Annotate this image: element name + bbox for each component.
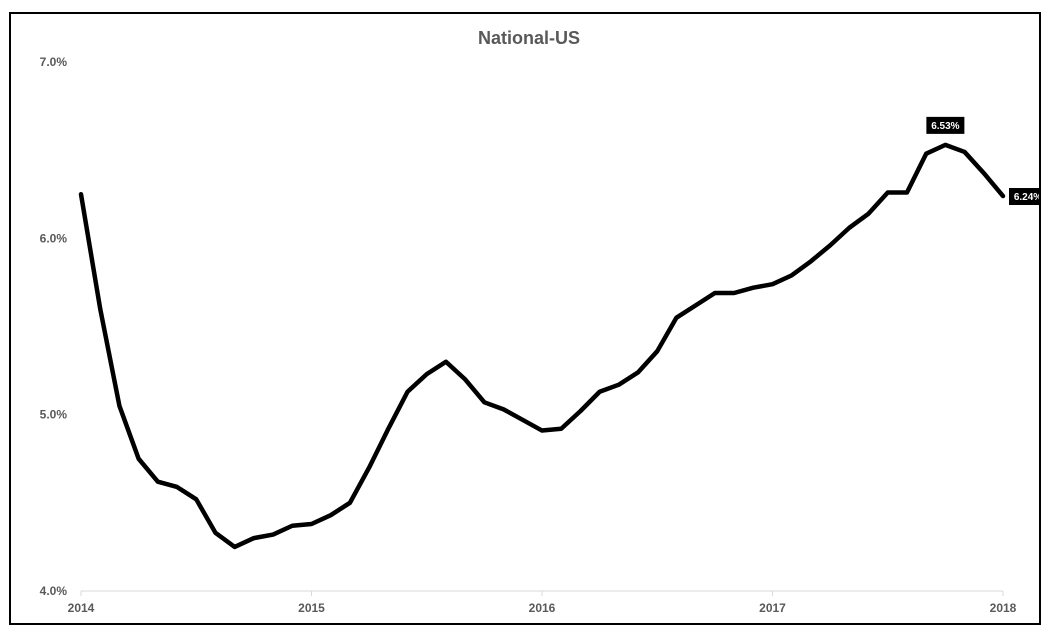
y-tick-label: 6.0% [40,231,68,245]
y-axis-ticks: 4.0% 5.0% 6.0% 7.0% [40,55,68,598]
callout-box [926,116,965,134]
x-tick-label: 2016 [529,601,556,615]
data-callouts: 6.53% 6.24% [926,116,1047,206]
y-tick-label: 5.0% [40,408,68,422]
x-axis-tick-marks [80,591,1004,596]
series-line [78,142,1006,550]
callout-box [1009,188,1047,206]
chart-title: National-US [478,28,580,48]
callout-label: 6.53% [931,121,959,132]
x-tick-label: 2018 [990,601,1017,615]
x-tick-label: 2015 [298,601,325,615]
y-tick-label: 7.0% [40,55,68,69]
x-axis-ticks: 2014 2015 2016 2017 2018 [68,601,1017,615]
callout-label: 6.24% [1014,192,1039,203]
x-tick-label: 2014 [68,601,95,615]
y-tick-label: 4.0% [40,584,68,598]
chart-frame: National-US 4.0% 5.0% 6.0% 7.0% 2014 2015 201… [9,12,1047,625]
x-tick-label: 2017 [759,601,786,615]
line-chart: National-US 4.0%5.0%6.0%7.0% 2014 2015 201… [40,28,1047,615]
